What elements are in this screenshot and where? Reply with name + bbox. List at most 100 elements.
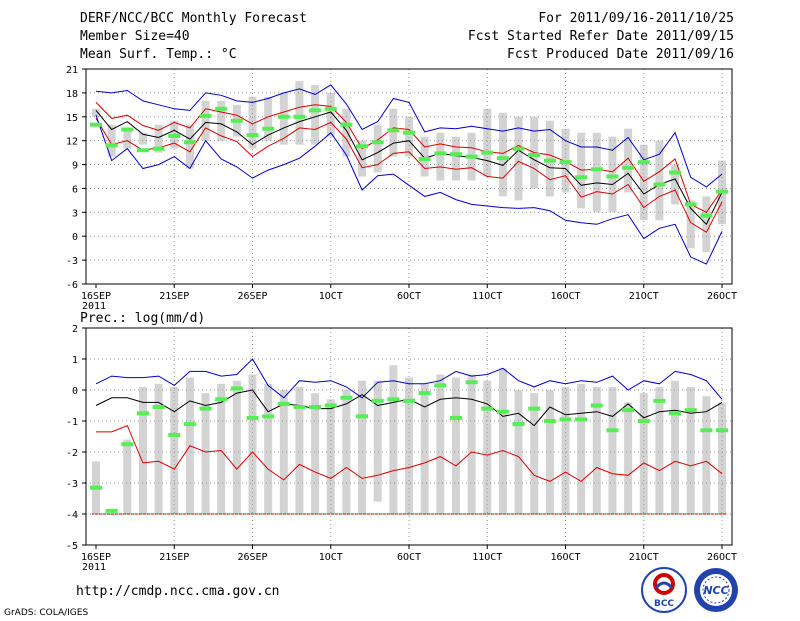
temp-observed-marker bbox=[543, 158, 556, 163]
prec-observed-marker bbox=[356, 414, 369, 419]
prec-observed-marker bbox=[105, 508, 118, 513]
prec-range-bar bbox=[232, 380, 241, 514]
temp-observed-marker bbox=[606, 174, 619, 179]
prec-observed-marker bbox=[371, 398, 384, 403]
temp-range-bar bbox=[342, 108, 351, 157]
prec-ytick-label: 2 bbox=[72, 324, 78, 335]
temp-range-bar bbox=[373, 124, 382, 173]
temp-range-bar bbox=[420, 136, 429, 177]
temp-range-bar bbox=[326, 92, 335, 137]
temp-range-bar bbox=[295, 80, 304, 145]
temp-observed-marker bbox=[449, 152, 462, 157]
temp-observed-marker bbox=[684, 202, 697, 207]
prec-observed-marker bbox=[340, 395, 353, 400]
prec-xtick-label: 16SEP bbox=[81, 552, 111, 563]
temp-observed-marker bbox=[262, 126, 275, 131]
temp-range-bar bbox=[639, 144, 648, 221]
temp-ytick-label: 12 bbox=[66, 137, 78, 148]
temp-observed-marker bbox=[622, 165, 635, 170]
prec-observed-marker bbox=[622, 408, 635, 413]
temp-observed-marker bbox=[136, 148, 149, 153]
temp-range-bar bbox=[217, 100, 226, 141]
temp-ytick-label: 9 bbox=[72, 161, 78, 172]
temp-observed-marker bbox=[199, 113, 212, 118]
temp-observed-marker bbox=[340, 122, 353, 127]
temp-xtick-label: 6OCT bbox=[397, 291, 421, 302]
temp-observed-marker bbox=[246, 133, 259, 138]
prec-range-bar bbox=[201, 393, 210, 514]
prec-range-bar bbox=[451, 377, 460, 514]
prec-range-bar bbox=[264, 383, 273, 514]
temp-line-mean bbox=[95, 110, 723, 226]
temp-line-max bbox=[95, 84, 723, 188]
temp-observed-marker bbox=[637, 160, 650, 165]
prec-range-bar bbox=[358, 380, 367, 514]
prec-range-bar bbox=[545, 390, 554, 514]
prec-range-bar bbox=[311, 393, 320, 514]
prec-observed-marker bbox=[465, 380, 478, 385]
grads-credit: GrADS: COLA/IGES bbox=[4, 608, 89, 618]
prec-range-bar bbox=[154, 383, 163, 514]
prec-observed-marker bbox=[575, 417, 588, 422]
prec-xtick-label: 11OCT bbox=[472, 552, 502, 563]
temp-range-bar bbox=[264, 96, 273, 141]
temp-observed-marker bbox=[528, 153, 541, 157]
forecast-period: For 2011/09/16-2011/10/25 bbox=[538, 11, 734, 26]
temp-range-bar bbox=[154, 124, 163, 153]
prec-observed-marker bbox=[230, 386, 243, 391]
prec-observed-marker bbox=[590, 403, 603, 408]
prec-xtick-label: 1OCT bbox=[319, 552, 343, 563]
temp-observed-marker bbox=[559, 160, 572, 165]
prec-observed-marker bbox=[512, 422, 525, 427]
temp-range-bar bbox=[358, 140, 367, 177]
temp-xtick-label: 16SEP bbox=[81, 291, 111, 302]
temp-observed-marker bbox=[309, 108, 322, 113]
forecast-produced-date: Fcst Produced Date 2011/09/16 bbox=[507, 47, 734, 62]
temp-observed-marker bbox=[277, 114, 290, 119]
prec-observed-marker bbox=[700, 428, 713, 433]
temp-observed-marker bbox=[387, 128, 400, 133]
prec-range-bar bbox=[483, 380, 492, 514]
bcc-logo-text: BCC bbox=[654, 599, 674, 609]
variable-label: Mean Surf. Temp.: °C bbox=[80, 47, 237, 62]
forecast-started-date: Fcst Started Refer Date 2011/09/15 bbox=[467, 29, 734, 44]
prec-ytick-label: -4 bbox=[66, 510, 78, 521]
prec-line-max bbox=[95, 358, 723, 400]
temp-range-bar bbox=[389, 108, 398, 157]
temp-ytick-label: 0 bbox=[72, 232, 78, 243]
temp-observed-marker bbox=[590, 167, 603, 172]
temp-line-min bbox=[95, 115, 723, 265]
prec-observed-marker bbox=[293, 405, 306, 410]
temp-observed-marker bbox=[293, 114, 306, 119]
prec-observed-marker bbox=[496, 409, 509, 414]
prec-observed-marker bbox=[669, 411, 682, 416]
ncc-logo-text: NCC bbox=[703, 584, 728, 597]
source-url[interactable]: http://cmdp.ncc.cma.gov.cn bbox=[76, 584, 280, 599]
prec-observed-marker bbox=[716, 428, 728, 433]
prec-range-bar bbox=[295, 386, 304, 514]
prec-observed-marker bbox=[434, 383, 447, 388]
prec-range-bar bbox=[718, 402, 726, 514]
temp-range-bar bbox=[671, 164, 680, 205]
temp-range-bar bbox=[123, 128, 132, 149]
prec-observed-marker bbox=[277, 401, 290, 406]
prec-observed-marker bbox=[418, 391, 431, 396]
temp-ytick-label: 6 bbox=[72, 184, 78, 195]
prec-observed-marker bbox=[528, 406, 541, 411]
precip-label: Prec.: log(mm/d) bbox=[80, 311, 206, 326]
temp-observed-marker bbox=[434, 151, 447, 156]
temp-observed-marker bbox=[121, 127, 134, 132]
prec-range-bar bbox=[389, 365, 398, 514]
temp-ytick-label: -6 bbox=[66, 280, 78, 291]
temp-observed-marker bbox=[168, 133, 181, 138]
prec-observed-marker bbox=[215, 397, 228, 402]
temp-range-bar bbox=[592, 132, 601, 213]
prec-range-bar bbox=[138, 386, 147, 514]
prec-observed-marker bbox=[449, 415, 462, 420]
prec-xtick-sublabel: 2011 bbox=[82, 562, 106, 573]
prec-range-bar bbox=[624, 402, 633, 514]
temp-observed-marker bbox=[183, 140, 196, 145]
temp-observed-marker bbox=[653, 182, 666, 187]
prec-range-bar bbox=[217, 383, 226, 514]
prec-range-bar bbox=[436, 374, 445, 514]
